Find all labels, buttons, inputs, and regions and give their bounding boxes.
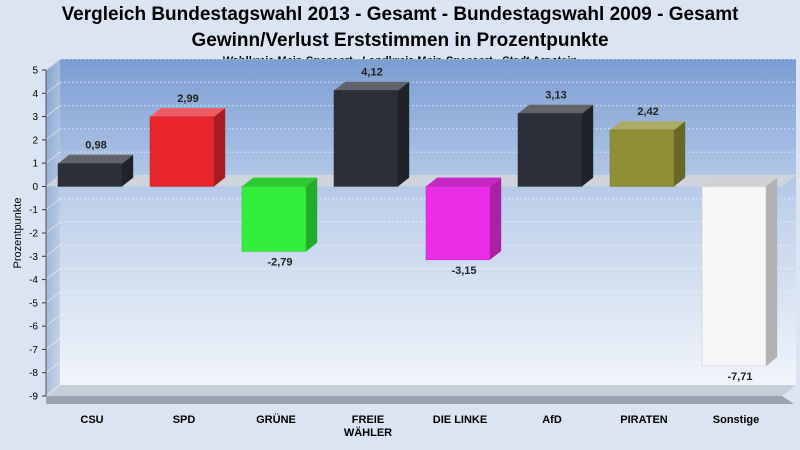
bar-top (150, 108, 226, 117)
bar-csu: 0,98 (57, 140, 134, 187)
bar-freie-wähler: 4,12 (333, 66, 410, 187)
gridline-wall (45, 314, 61, 327)
gridline-wall (45, 268, 61, 280)
x-axis: CSU SPD GRÜNE FREIE WÄHLER DIE LINKE AfD PIRATE… (80, 413, 759, 439)
bar-top (334, 81, 410, 91)
x-tick-label: PIRATEN (620, 414, 668, 426)
bar-spd: 2,99 (149, 93, 226, 187)
x-tick-label: AfD (542, 414, 562, 426)
y-tick-label: 5 (32, 66, 38, 77)
y-tick-label: -2 (29, 229, 38, 240)
bar-side (582, 104, 594, 187)
gridline-wall (45, 105, 61, 117)
bar-piraten: 2,42 (609, 106, 686, 187)
bar-front (609, 129, 675, 187)
x-tick-label: SPD (173, 414, 196, 426)
plot-background (46, 59, 796, 404)
bar-side (674, 121, 686, 187)
x-tick-label: FREIE WÄHLER (344, 414, 392, 439)
bar-side (490, 177, 502, 260)
x-tick-label: CSU (80, 414, 103, 426)
bars: 0,98 2,99 -2,79 4,12 -3,15 3,13 2,42 -7,71 (57, 66, 778, 383)
x-tick-label-line: AfD (542, 414, 562, 426)
x-tick-label-line: SPD (173, 414, 196, 426)
plot-floor-edge (46, 396, 794, 404)
x-tick-label-line: CSU (80, 414, 103, 426)
gridline-wall (45, 128, 61, 141)
plot-back-wall (46, 59, 796, 396)
bar-front (701, 186, 767, 367)
bar-front (517, 113, 583, 187)
bar-sonstige: -7,71 (701, 177, 778, 383)
gridline-wall (45, 244, 61, 257)
bar-top (518, 104, 594, 114)
gridline-wall (45, 58, 61, 71)
y-tick-label: -8 (29, 368, 38, 379)
data-label: -2,79 (267, 256, 292, 268)
y-tick-label: -5 (29, 298, 38, 309)
bar-afd: 3,13 (517, 90, 594, 187)
bar-die-linke: -3,15 (425, 177, 502, 277)
data-label: 4,12 (361, 66, 382, 78)
y-axis-title: Prozentpunkte (12, 198, 24, 269)
gridline-wall (45, 338, 61, 350)
y-tick-label: -7 (29, 345, 38, 356)
bar-grüne: -2,79 (241, 177, 318, 268)
y-tick-label: 1 (32, 159, 38, 170)
bar-front (57, 163, 123, 187)
gridline-wall (45, 361, 61, 374)
bar-front (333, 90, 399, 187)
x-tick-label: DIE LINKE (433, 414, 487, 426)
gridline-wall (45, 151, 61, 164)
x-tick-label-line: DIE LINKE (433, 414, 487, 426)
y-axis: 5 4 3 2 1 0 -1 -2 -3 -4 -5 -6 -7 -8 -9 Prozentpunkte (12, 66, 47, 403)
y-tick-label: 3 (32, 112, 38, 123)
bar-side (214, 108, 226, 187)
bar-front (241, 186, 307, 252)
x-tick-label-line: Sonstige (713, 414, 759, 426)
data-label: -3,15 (451, 265, 476, 277)
y-tick-label: -6 (29, 322, 38, 333)
bar-side (122, 154, 134, 187)
bar-front (425, 186, 491, 261)
bar-side (766, 177, 778, 366)
x-tick-label: Sonstige (713, 414, 759, 426)
bar-top (242, 177, 318, 187)
x-tick-label: GRÜNE (256, 413, 296, 426)
data-label: -7,71 (727, 371, 752, 383)
y-tick-label: -4 (29, 275, 38, 286)
chart-title-line2: Gewinn/Verlust Erststimmen in Prozentpun… (191, 30, 609, 51)
bar-front (149, 116, 215, 187)
x-tick-label-line: FREIE (352, 414, 384, 426)
data-label: 0,98 (85, 140, 106, 152)
zero-plane (46, 175, 796, 187)
chart-title-line1: Vergleich Bundestagswahl 2013 - Gesamt -… (61, 4, 739, 25)
gridline-wall (45, 384, 61, 397)
y-tick-label: -3 (29, 252, 38, 263)
gridline-wall (45, 291, 61, 304)
data-label: 2,42 (637, 106, 658, 118)
gridline-wall (45, 81, 61, 94)
y-tick-label: 4 (32, 89, 38, 100)
bar-top (58, 154, 134, 164)
y-tick-label: 0 (32, 182, 38, 193)
x-tick-label-line: GRÜNE (256, 413, 296, 426)
y-tick-label: -9 (29, 392, 38, 403)
plot-floor (46, 385, 796, 396)
data-label: 3,13 (545, 90, 566, 102)
bar-side (398, 81, 410, 187)
data-label: 2,99 (177, 93, 198, 105)
y-tick-label: 2 (32, 135, 38, 146)
x-tick-label-line: PIRATEN (620, 414, 668, 426)
y-tick-label: -1 (29, 205, 38, 216)
bar-top (610, 121, 686, 131)
bar-side (306, 177, 318, 252)
gridline-wall (45, 221, 61, 234)
bar-top (426, 177, 502, 187)
gridline-wall (45, 198, 61, 211)
bar-top (702, 177, 778, 187)
x-tick-label-line: WÄHLER (344, 426, 392, 439)
